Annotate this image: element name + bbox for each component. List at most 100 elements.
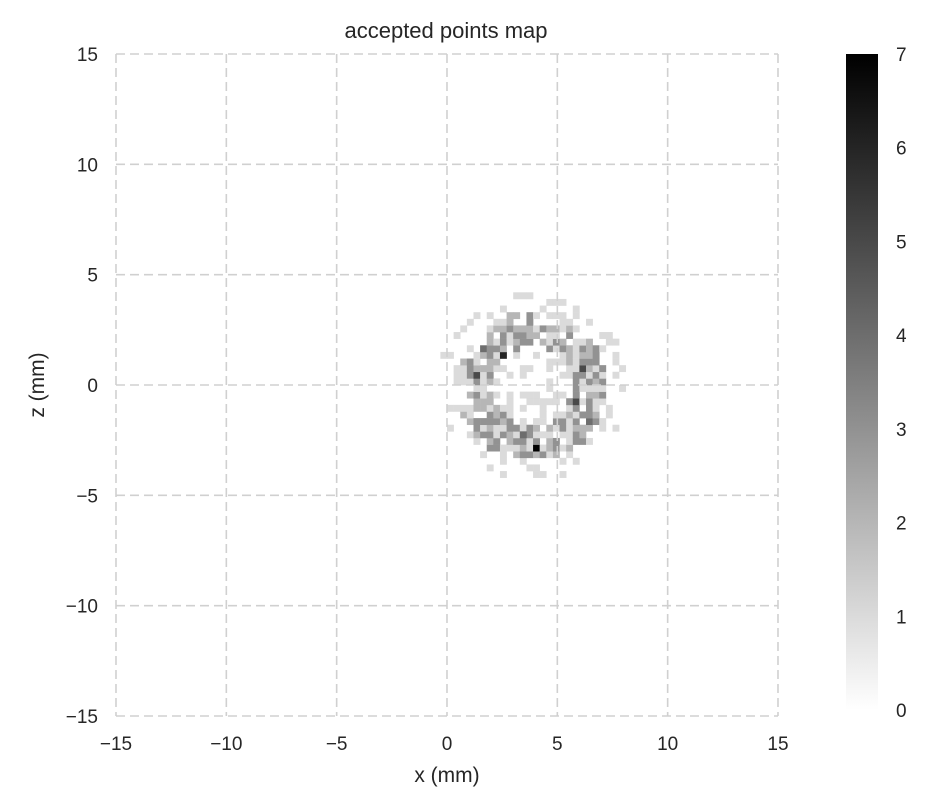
heatmap-cell	[533, 391, 540, 399]
heatmap-cell	[506, 418, 514, 426]
heatmap-cell	[499, 351, 507, 359]
y-tick-label: 15	[77, 45, 98, 66]
heatmap-cell	[592, 398, 600, 406]
heatmap-cell	[526, 338, 534, 346]
heatmap-cell	[552, 345, 560, 353]
heatmap-cell	[572, 385, 580, 392]
heatmap-cell	[612, 358, 620, 366]
heatmap-cell	[506, 424, 514, 432]
heatmap-cell	[566, 365, 574, 373]
heatmap-cell	[539, 398, 547, 406]
heatmap-cell	[513, 332, 521, 339]
heatmap-cell	[539, 471, 547, 478]
heatmap-cell	[506, 404, 514, 412]
heatmap-cell	[539, 404, 547, 412]
heatmap-cell	[619, 365, 627, 373]
heatmap-cell	[539, 431, 547, 439]
heatmap-cell	[592, 358, 600, 366]
heatmap-cell	[572, 371, 580, 379]
heatmap-cell	[566, 325, 574, 333]
heatmap-cell	[566, 351, 574, 359]
heatmap-cell	[453, 371, 461, 379]
heatmap-cell	[447, 424, 454, 432]
heatmap-cell	[513, 325, 521, 333]
x-axis-label: x (mm)	[414, 764, 479, 787]
heatmap-cell	[526, 437, 534, 445]
heatmap-cell	[533, 444, 540, 452]
heatmap-cell	[539, 325, 547, 333]
heatmap-cell	[599, 365, 607, 373]
heatmap-cell	[539, 411, 547, 419]
heatmap-cell	[539, 418, 547, 426]
heatmap-cell	[559, 325, 567, 333]
heatmap-cell	[612, 371, 620, 379]
heatmap-cell	[486, 398, 494, 406]
heatmap-cell	[566, 451, 574, 459]
heatmap-cell	[526, 464, 534, 472]
heatmap-cell	[493, 358, 501, 366]
heatmap-cell	[480, 345, 488, 353]
heatmap-cell	[572, 378, 580, 386]
heatmap-cell	[513, 345, 521, 353]
colorbar-tick-label: 4	[896, 326, 907, 347]
heatmap-cell	[559, 431, 567, 439]
heatmap-cell	[572, 431, 580, 439]
heatmap-cell	[480, 351, 488, 359]
heatmap-cell	[592, 404, 600, 412]
heatmap-cell	[572, 457, 580, 465]
heatmap-cell	[559, 391, 567, 399]
heatmap-cell	[586, 338, 593, 346]
colorbar-tick-label: 0	[896, 701, 907, 722]
heatmap-cell	[473, 385, 481, 392]
heatmap-cell	[506, 411, 514, 419]
heatmap-cell	[572, 418, 580, 426]
heatmap-cell	[499, 457, 507, 465]
heatmap-cell	[526, 391, 534, 399]
heatmap-cell	[526, 398, 534, 406]
heatmap-cell	[592, 351, 600, 359]
heatmap-cell	[579, 365, 587, 373]
heatmap-cell	[499, 418, 507, 426]
heatmap-cell	[466, 418, 474, 426]
heatmap-cell	[566, 437, 574, 445]
heatmap-cell	[486, 312, 494, 320]
heatmap-cell	[513, 312, 521, 320]
heatmap-cell	[552, 444, 560, 452]
heatmap-cell	[566, 411, 574, 419]
heatmap-cell	[559, 411, 567, 419]
heatmap-cell	[546, 338, 554, 346]
heatmap-cell	[612, 424, 620, 432]
heatmap-cell	[559, 358, 567, 366]
heatmap-cell	[526, 444, 534, 452]
y-tick-label: 0	[87, 376, 98, 397]
heatmap-cell	[533, 431, 540, 439]
heatmap-cell	[506, 318, 514, 326]
heatmap-cell	[480, 385, 488, 392]
heatmap-cell	[499, 431, 507, 439]
heatmap-cell	[513, 424, 521, 432]
heatmap-cell	[466, 371, 474, 379]
heatmap-cell	[586, 351, 593, 359]
heatmap-cell	[480, 424, 488, 432]
x-tick-label: 0	[442, 734, 453, 755]
heatmap-cell	[499, 424, 507, 432]
heatmap-cell	[552, 451, 560, 459]
heatmap-cell	[513, 292, 521, 300]
heatmap-cell	[486, 358, 494, 366]
heatmap-cell	[519, 444, 527, 452]
heatmap-cell	[546, 424, 554, 432]
heatmap-cell	[579, 338, 587, 346]
heatmap-cell	[572, 351, 580, 359]
heatmap-cell	[559, 371, 567, 379]
heatmap-cell	[486, 338, 494, 346]
heatmap-cell	[519, 332, 527, 339]
heatmap-cell	[579, 345, 587, 353]
heatmap-cell	[579, 371, 587, 379]
heatmap-cell	[605, 411, 613, 419]
heatmap-cell	[579, 431, 587, 439]
heatmap-cell	[579, 437, 587, 445]
colorbar-ticks: 0 1 2 3 4 5 6 7	[896, 45, 907, 722]
heatmap-cell	[572, 325, 580, 333]
heatmap-cell	[552, 338, 560, 346]
